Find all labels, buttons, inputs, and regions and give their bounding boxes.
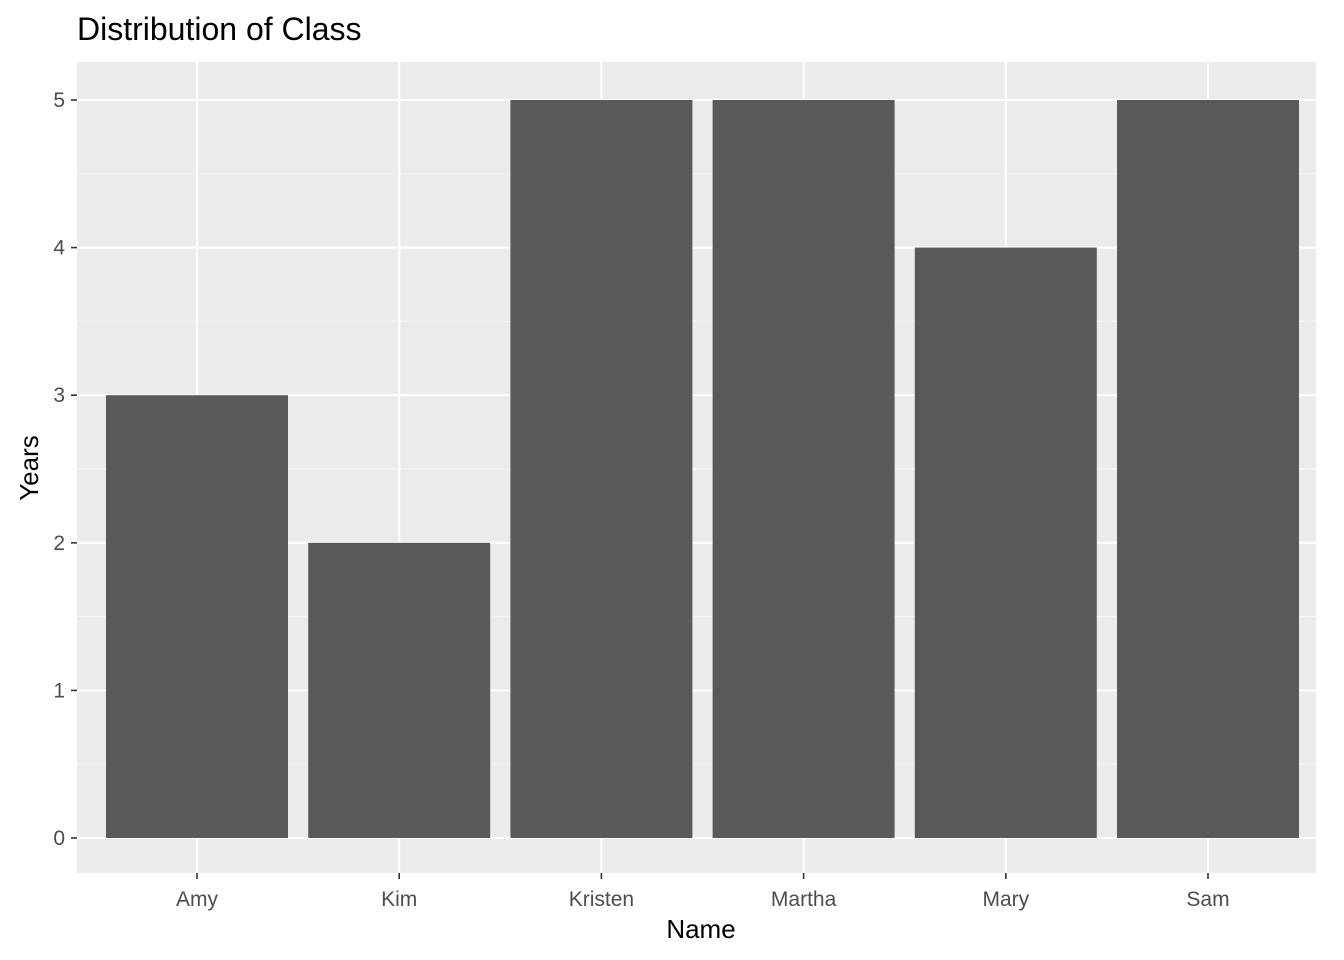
bar-mary: [914, 247, 1097, 839]
bar-martha: [712, 100, 895, 838]
y-tick-label: 0: [53, 827, 65, 850]
x-tick-label-kim: Kim: [381, 888, 417, 911]
x-tick-label-martha: Martha: [771, 888, 837, 911]
x-axis: Amy Kim Kristen Martha Mary Sam: [176, 873, 1230, 911]
y-tick-label: 2: [53, 532, 65, 555]
x-tick-label-sam: Sam: [1186, 888, 1229, 911]
bars-group: [106, 100, 1299, 839]
y-tick-label: 3: [53, 384, 65, 407]
y-axis: 0 1 2 3 4 5: [53, 89, 77, 850]
bar-kristen: [510, 100, 693, 838]
y-tick-label: 1: [53, 679, 65, 702]
y-tick-label: 5: [53, 89, 65, 112]
bar-amy: [106, 395, 288, 838]
x-tick-label-kristen: Kristen: [569, 888, 634, 911]
y-axis-title: Years: [14, 435, 44, 501]
x-axis-title: Name: [666, 914, 735, 944]
chart-title: Distribution of Class: [77, 11, 362, 47]
x-tick-label-amy: Amy: [176, 888, 219, 911]
bar-sam: [1117, 100, 1299, 838]
y-tick-label: 4: [53, 237, 65, 260]
bar-kim: [308, 542, 491, 838]
x-tick-label-mary: Mary: [982, 888, 1029, 911]
